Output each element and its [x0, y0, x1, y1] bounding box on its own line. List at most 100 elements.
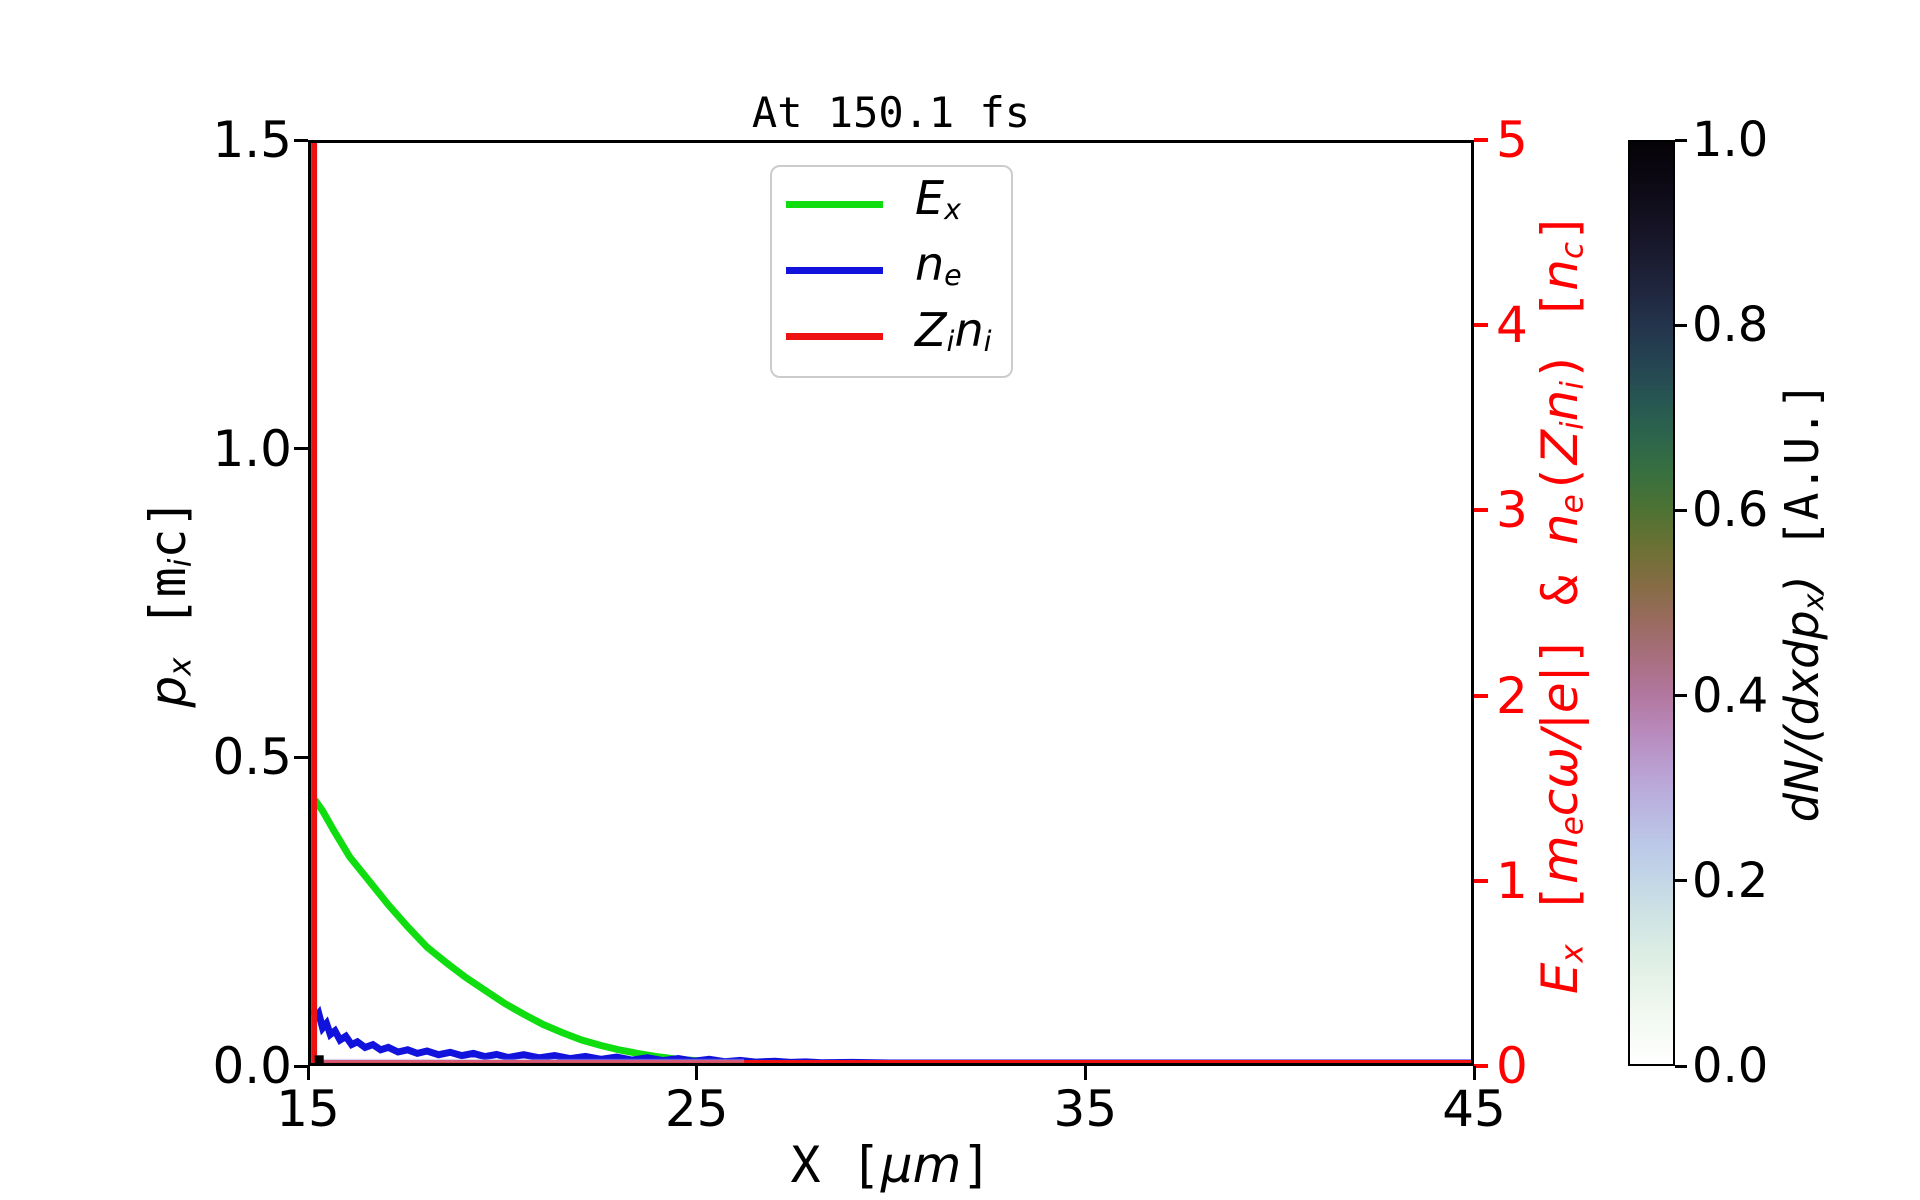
- y-right-tick-mark: [1474, 1064, 1488, 1068]
- label-segment: c]: [139, 498, 197, 559]
- colorbar-tick-mark: [1675, 508, 1687, 512]
- colorbar-tick-label: 0.6: [1692, 482, 1769, 539]
- x-tick-label: 45: [1442, 1080, 1506, 1138]
- y-right-tick-label: 3: [1496, 481, 1528, 540]
- colorbar-label: dN/(dxdpx) [A.U.]: [1772, 152, 1832, 1052]
- colorbar-tick-label: 0.2: [1692, 852, 1769, 909]
- legend-entry-zini: Zini: [772, 305, 1011, 361]
- label-segment: ) [: [1531, 290, 1589, 381]
- series-Zini: [311, 143, 1471, 1063]
- series-Ex: [312, 797, 1471, 1063]
- label-segment: Z: [915, 302, 947, 357]
- label-segment: (: [1531, 464, 1589, 495]
- y-right-tick-mark: [1474, 138, 1488, 142]
- heatmap-dark-cell: [314, 1055, 324, 1063]
- y-left-tick-mark: [294, 447, 308, 451]
- label-segment: [m: [139, 567, 197, 658]
- x-tick-mark: [306, 1066, 310, 1080]
- legend-line-zini: [786, 332, 883, 340]
- plot-title: At 150.1 fs: [751, 88, 1031, 137]
- y-left-tick-label: 0.5: [212, 728, 292, 787]
- x-tick-label: 35: [1053, 1080, 1118, 1138]
- label-segment: m: [1531, 835, 1589, 884]
- x-tick-label: 15: [276, 1080, 340, 1138]
- y-right-tick-label: 5: [1496, 111, 1528, 169]
- label-segment: n: [1531, 513, 1589, 546]
- label-segment: μm: [880, 1136, 962, 1194]
- colorbar-tick-mark: [1675, 323, 1687, 327]
- x-tick-mark: [695, 1066, 699, 1080]
- legend-entry-ex: Ex: [772, 173, 1011, 229]
- legend-entry-ne: ne: [772, 239, 1011, 295]
- label-segment: x: [162, 657, 199, 676]
- colorbar-tick-mark: [1675, 1064, 1687, 1068]
- label-segment: e: [1554, 816, 1591, 836]
- label-segment: p: [139, 675, 197, 708]
- y-right-tick-label: 0: [1496, 1037, 1528, 1095]
- label-segment: ]: [1531, 211, 1589, 242]
- colorbar-tick-label: 0.0: [1692, 1038, 1769, 1094]
- y-right-tick-label: 4: [1496, 296, 1528, 355]
- label-segment: i: [1554, 381, 1591, 390]
- y-right-tick-mark: [1474, 693, 1488, 698]
- colorbar-tick-mark: [1675, 694, 1687, 698]
- legend-label-ne: ne: [915, 239, 962, 301]
- label-segment: i: [946, 325, 955, 359]
- label-segment: i: [983, 325, 992, 359]
- y-right-tick-mark: [1474, 508, 1488, 513]
- x-tick-label: 25: [664, 1080, 729, 1138]
- label-segment: e: [1554, 494, 1591, 514]
- label-segment: n: [1531, 258, 1589, 291]
- label-segment: ): [1775, 575, 1829, 594]
- label-segment: X [: [790, 1136, 881, 1194]
- label-segment: cω/|e|: [1531, 665, 1589, 817]
- legend-box: Ex ne Zini: [770, 165, 1013, 378]
- legend-label-zini: Zini: [915, 305, 992, 367]
- label-segment: n: [954, 302, 984, 357]
- x-axis-label: X [μm]: [308, 1138, 1474, 1192]
- y-axis-label-left: px [mic]: [138, 303, 199, 903]
- heatmap-low-density-band: [322, 1058, 745, 1063]
- y-left-tick-mark: [294, 1064, 308, 1068]
- label-segment: E: [915, 170, 945, 225]
- legend-label-ex: Ex: [915, 173, 961, 235]
- label-segment: i: [1554, 421, 1591, 430]
- label-segment: x: [1554, 944, 1591, 963]
- curves-canvas: [311, 143, 1471, 1063]
- legend-line-ex: [786, 200, 883, 208]
- y-right-tick-mark: [1474, 323, 1488, 328]
- legend-line-ne: [786, 266, 883, 274]
- y-left-tick-label: 0.0: [212, 1037, 292, 1095]
- y-axis-label-right: Ex [mecω/|e|] & ne(Zini) [nc]: [1530, 103, 1591, 1103]
- label-segment: ] &: [1531, 545, 1589, 666]
- label-segment: x: [944, 193, 961, 227]
- colorbar-tick-label: 0.4: [1692, 667, 1769, 724]
- label-segment: Z: [1531, 429, 1589, 465]
- label-segment: E: [1531, 962, 1589, 995]
- y-right-tick-label: 2: [1496, 666, 1528, 725]
- y-right-tick-label: 1: [1496, 851, 1528, 910]
- x-tick-mark: [1472, 1066, 1476, 1080]
- label-segment: i: [162, 558, 199, 568]
- y-left-tick-label: 1.5: [212, 111, 292, 169]
- y-left-tick-mark: [294, 138, 308, 142]
- colorbar-tick-label: 1.0: [1692, 112, 1769, 168]
- colorbar: [1628, 140, 1675, 1066]
- colorbar-tick-mark: [1675, 138, 1687, 142]
- label-segment: [: [1531, 884, 1589, 945]
- label-segment: x: [1797, 593, 1831, 611]
- colorbar-tick-mark: [1675, 879, 1687, 883]
- label-segment: c: [1554, 241, 1591, 259]
- y-left-tick-mark: [294, 755, 308, 759]
- label-segment: n: [915, 236, 945, 291]
- y-left-tick-label: 1.0: [212, 419, 292, 478]
- label-segment: e: [944, 259, 962, 293]
- label-segment: ]: [961, 1136, 992, 1194]
- label-segment: n: [1531, 389, 1589, 422]
- x-tick-mark: [1083, 1066, 1087, 1080]
- series-ne: [311, 1005, 1471, 1063]
- y-right-tick-mark: [1474, 878, 1488, 883]
- colorbar-tick-label: 0.8: [1692, 297, 1769, 354]
- label-segment: [A.U.]: [1775, 381, 1829, 576]
